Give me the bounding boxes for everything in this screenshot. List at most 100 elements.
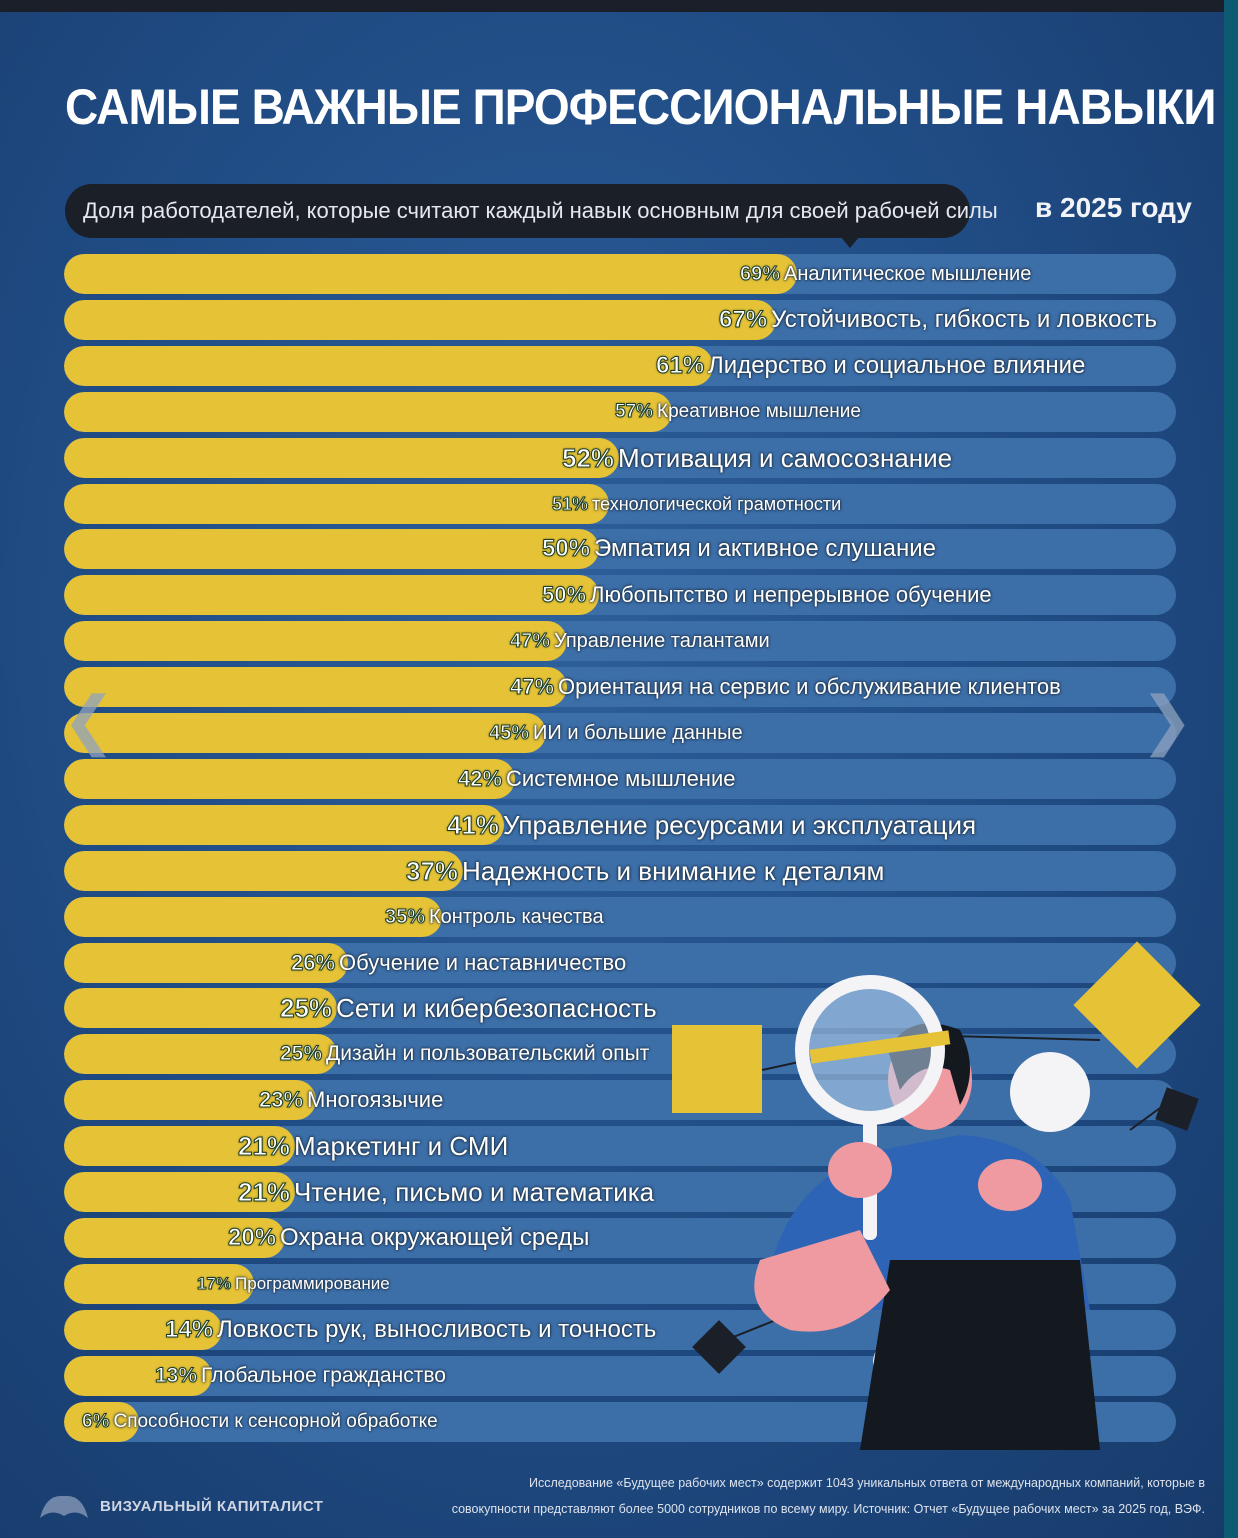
left-hand: [828, 1142, 892, 1198]
bar-fill: [64, 1218, 285, 1258]
bar-value-label: 50%: [541, 535, 591, 563]
bar-label: 37% Надежность и внимание к деталям: [405, 851, 885, 891]
bar-category-label: Обучение и наставничество: [339, 950, 627, 975]
bar-value-label: 20%: [227, 1224, 277, 1252]
bar-value-label: 50%: [541, 582, 587, 608]
bar-track: [64, 1080, 1176, 1120]
bar-label: 47% Управление талантами: [509, 621, 770, 661]
bar-label: 21% Маркетинг и СМИ: [237, 1126, 509, 1166]
bar-label: 21% Чтение, письмо и математика: [237, 1172, 655, 1212]
chevron-left-icon[interactable]: ❮: [62, 684, 116, 756]
bar-label: 69% Аналитическое мышление: [739, 254, 1032, 294]
chevron-right-icon[interactable]: ❯: [1140, 684, 1194, 756]
bar-category-label: Аналитическое мышление: [784, 262, 1032, 285]
year-label: в 2025 году: [1035, 192, 1192, 223]
bar-category-label: Любопытство и непрерывное обучение: [590, 582, 992, 607]
dark-diamond-shape: [692, 1320, 746, 1374]
bar-fill: [64, 1172, 295, 1212]
bar-value-label: 51%: [551, 493, 589, 514]
left-arm: [754, 1230, 890, 1332]
bar-track: [64, 943, 1176, 983]
bar-label: 25% Дизайн и пользовательский опыт: [279, 1034, 650, 1074]
bar-fill: [64, 1264, 254, 1304]
bar-fill: [64, 575, 599, 615]
bar-value-label: 23%: [258, 1087, 304, 1113]
person-trousers: [860, 1260, 1100, 1450]
bar-track: [64, 300, 1176, 340]
bar-category-label: Маркетинг и СМИ: [294, 1130, 509, 1161]
bar-fill: [64, 1356, 212, 1396]
bar-label: 23% Многоязычие: [258, 1080, 444, 1120]
bar-label: 50% Эмпатия и активное слушание: [541, 529, 935, 569]
bar-fill: [64, 713, 546, 753]
right-edge-strip: [1224, 0, 1238, 1538]
bar-category-label: Устойчивость, гибкость и ловкость: [771, 306, 1157, 333]
bar-value-label: 21%: [237, 1176, 291, 1207]
bar-value-label: 41%: [446, 809, 500, 840]
bar-category-label: Чтение, письмо и математика: [294, 1176, 655, 1207]
yellow-square-shape: [672, 1025, 762, 1113]
bar-fill: [64, 851, 463, 891]
bar-track: [64, 851, 1176, 891]
bar-value-label: 21%: [237, 1130, 291, 1161]
bar-value-label: 47%: [509, 674, 555, 700]
right-hand: [978, 1159, 1042, 1211]
bar-track: [64, 667, 1176, 707]
bar-category-label: Программирование: [235, 1274, 390, 1293]
bar-fill: [64, 1126, 295, 1166]
bar-fill: [64, 1034, 337, 1074]
footer-note-line: совокупности представляют более 5000 сот…: [451, 1502, 1205, 1516]
bar-label: 17% Программирование: [196, 1264, 390, 1304]
bar-value-label: 25%: [279, 1042, 323, 1066]
bar-category-label: Охрана окружающей среды: [280, 1224, 590, 1251]
bar-category-label: Мотивация и самосознание: [618, 442, 953, 473]
bar-value-label: 47%: [509, 629, 551, 652]
bar-value-label: 6%: [81, 1411, 110, 1433]
bar-category-label: Лидерство и социальное влияние: [708, 352, 1086, 379]
bar-category-label: Креативное мышление: [657, 401, 861, 422]
bar-fill: [64, 484, 609, 524]
bar-fill: [64, 805, 504, 845]
bar-category-label: Контроль качества: [429, 905, 604, 928]
bar-value-label: 13%: [154, 1364, 198, 1388]
bar-track: [64, 346, 1176, 386]
bar-fill: [64, 300, 776, 340]
bar-track: [64, 759, 1176, 799]
bar-value-label: 45%: [488, 721, 530, 744]
bar-label: 26% Обучение и наставничество: [290, 943, 627, 983]
bar-label: 41% Управление ресурсами и эксплуатация: [446, 805, 977, 845]
bar-value-label: 57%: [614, 401, 654, 423]
bar-fill: [64, 1402, 139, 1442]
bar-label: 50% Любопытство и непрерывное обучение: [541, 575, 992, 615]
bar-track: [64, 484, 1176, 524]
bar-label: 20% Охрана окружающей среды: [227, 1218, 590, 1258]
page-title: САМЫЕ ВАЖНЫЕ ПРОФЕССИОНАЛЬНЫЕ НАВЫКИ: [65, 79, 1216, 135]
bar-value-label: 17%: [196, 1274, 232, 1294]
bar-label: 6% Способности к сенсорной обработке: [81, 1402, 438, 1442]
bar-value-label: 67%: [718, 306, 768, 334]
bar-fill: [64, 392, 672, 432]
bar-fill: [64, 1080, 316, 1120]
bar-fill: [64, 1310, 222, 1350]
bar-fill: [64, 621, 567, 661]
bar-category-label: Дизайн и пользовательский опыт: [326, 1042, 650, 1065]
bar-value-label: 26%: [290, 950, 336, 976]
bar-value-label: 42%: [457, 766, 503, 792]
footer-brand: ВИЗУАЛЬНЫЙ КАПИТАЛИСТ: [100, 1498, 324, 1515]
bar-category-label: Надежность и внимание к деталям: [462, 855, 885, 886]
bar-category-label: Многоязычие: [307, 1087, 444, 1112]
bar-fill: [64, 346, 713, 386]
bar-label: 45% ИИ и большие данные: [488, 713, 742, 753]
bar-category-label: Способности к сенсорной обработке: [113, 1411, 438, 1432]
top-bar: [0, 0, 1238, 12]
footer-note-line: Исследование «Будущее рабочих мест» соде…: [528, 1476, 1205, 1490]
brand-logo-icon: [40, 1495, 88, 1518]
bar-category-label: Ловкость рук, выносливость и точность: [217, 1316, 657, 1343]
bar-value-label: 35%: [384, 905, 426, 928]
bar-category-label: Управление талантами: [554, 629, 770, 652]
bar-track: [64, 713, 1176, 753]
bar-fill: [64, 438, 619, 478]
subtitle-text: Доля работодателей, которые считают кажд…: [83, 198, 998, 223]
bar-category-label: Управление ресурсами и эксплуатация: [503, 809, 977, 840]
